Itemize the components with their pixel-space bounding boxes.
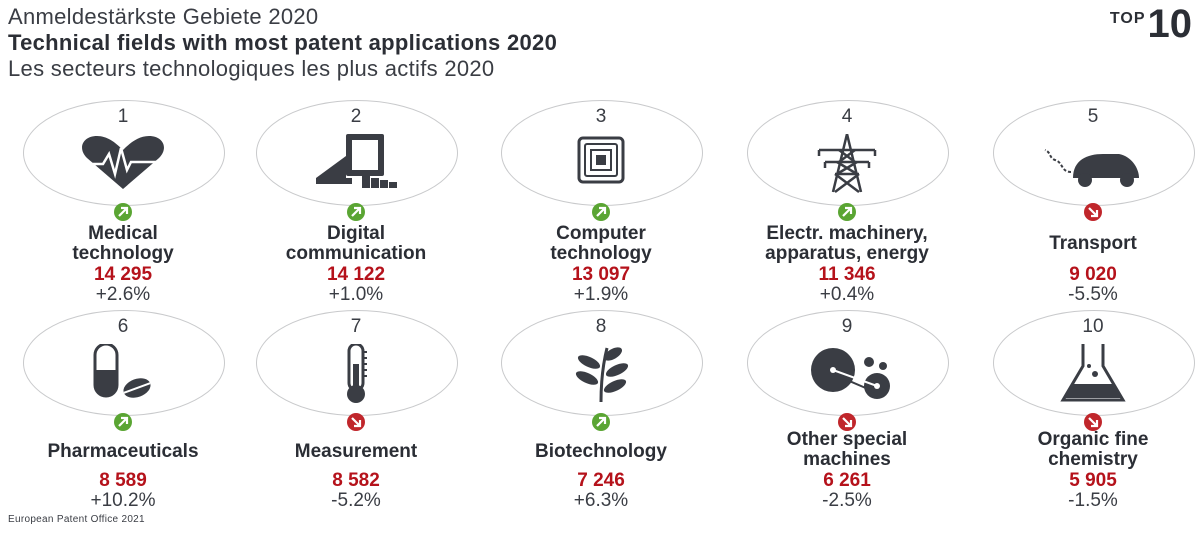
field-value: 9 020 bbox=[1069, 264, 1117, 285]
trend-down-icon bbox=[1084, 413, 1102, 431]
top10-badge: TOP 10 bbox=[1110, 4, 1192, 44]
field-value: 14 122 bbox=[326, 264, 386, 285]
flask-icon bbox=[1043, 344, 1143, 404]
trend-up-icon bbox=[114, 203, 132, 221]
field-value: 7 246 bbox=[577, 470, 625, 491]
field-rank: 4 bbox=[841, 106, 853, 127]
field-change: +2.6% bbox=[95, 284, 151, 305]
field-rank: 6 bbox=[117, 316, 129, 337]
field-rank: 3 bbox=[595, 106, 607, 127]
field-change: -5.2% bbox=[331, 490, 381, 511]
car-icon bbox=[1043, 134, 1143, 194]
trend-down-icon bbox=[347, 413, 365, 431]
trend-down-icon bbox=[838, 413, 856, 431]
field-rank: 5 bbox=[1087, 106, 1099, 127]
trend-down-icon bbox=[1084, 203, 1102, 221]
field-name-line2: chemistry bbox=[1048, 449, 1138, 470]
field-change: +1.9% bbox=[573, 284, 629, 305]
field-value: 6 261 bbox=[823, 470, 871, 491]
field-name-line1: Transport bbox=[1049, 233, 1137, 254]
trend-up-icon bbox=[114, 413, 132, 431]
field-value: 11 346 bbox=[818, 264, 876, 285]
power-pylon-icon bbox=[797, 133, 897, 194]
field-rank: 2 bbox=[350, 106, 362, 127]
field-name-line1: Other special bbox=[786, 429, 908, 450]
field-change: -2.5% bbox=[822, 490, 872, 511]
field-name-line1: Organic fine bbox=[1037, 429, 1149, 450]
field-name-line2: machines bbox=[803, 449, 891, 470]
field-rank: 9 bbox=[841, 316, 853, 337]
field-value: 5 905 bbox=[1069, 470, 1117, 491]
field-value: 14 295 bbox=[93, 264, 153, 285]
trend-up-icon bbox=[592, 203, 610, 221]
field-change: +10.2% bbox=[90, 490, 156, 511]
field-name-line1: Medical bbox=[88, 223, 158, 244]
title-german: Anmeldestärkste Gebiete 2020 bbox=[8, 4, 319, 29]
title-english: Technical fields with most patent applic… bbox=[8, 30, 558, 55]
field-rank: 7 bbox=[350, 316, 362, 337]
title-block: Anmeldestärkste Gebiete 2020 Technical f… bbox=[8, 4, 557, 82]
field-rank: 1 bbox=[117, 106, 129, 127]
field-change: +0.4% bbox=[819, 284, 875, 305]
heart-pulse-icon bbox=[73, 134, 173, 194]
field-name-line2: technology bbox=[550, 243, 652, 264]
field-name-line2: apparatus, energy bbox=[765, 243, 929, 264]
field-name-line1: Measurement bbox=[294, 441, 418, 462]
field-name-line2: technology bbox=[72, 243, 174, 264]
field-name-line1: Pharmaceuticals bbox=[47, 441, 199, 462]
chip-icon bbox=[551, 134, 651, 194]
field-change: -1.5% bbox=[1068, 490, 1118, 511]
field-value: 8 582 bbox=[332, 470, 380, 491]
field-value: 13 097 bbox=[571, 264, 631, 285]
field-name-line1: Electr. machinery, bbox=[766, 223, 928, 244]
field-value: 8 589 bbox=[99, 470, 147, 491]
field-name-line2: communication bbox=[285, 243, 427, 264]
machine-discs-icon bbox=[797, 344, 897, 404]
field-rank: 10 bbox=[1082, 316, 1104, 337]
trend-up-icon bbox=[838, 203, 856, 221]
source-footer: European Patent Office 2021 bbox=[8, 514, 145, 525]
tablet-hand-icon bbox=[306, 134, 406, 194]
field-change: +6.3% bbox=[573, 490, 629, 511]
top10-badge-top: TOP bbox=[1109, 10, 1146, 27]
field-name-line1: Biotechnology bbox=[535, 441, 667, 462]
top10-badge-number: 10 bbox=[1147, 2, 1193, 46]
plant-icon bbox=[551, 344, 651, 404]
trend-up-icon bbox=[592, 413, 610, 431]
field-change: -5.5% bbox=[1068, 284, 1118, 305]
pill-icon bbox=[73, 342, 173, 404]
title-french: Les secteurs technologiques les plus act… bbox=[8, 56, 495, 81]
field-name-line1: Digital bbox=[326, 223, 386, 244]
thermometer-icon bbox=[306, 342, 406, 404]
trend-up-icon bbox=[347, 203, 365, 221]
field-change: +1.0% bbox=[328, 284, 384, 305]
field-name-line1: Computer bbox=[556, 223, 646, 244]
field-rank: 8 bbox=[595, 316, 607, 337]
